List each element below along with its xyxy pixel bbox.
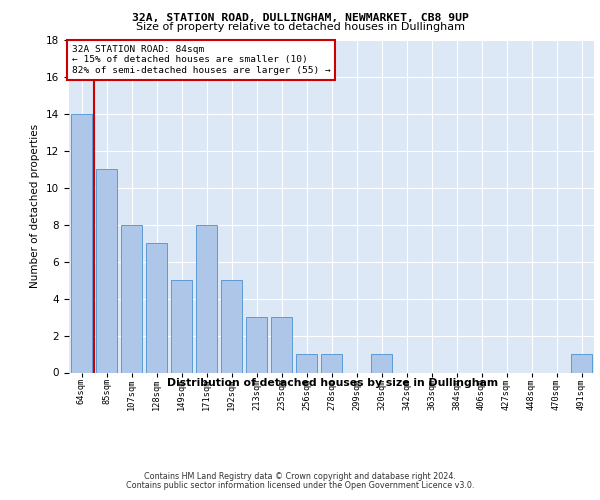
- Text: 32A STATION ROAD: 84sqm
← 15% of detached houses are smaller (10)
82% of semi-de: 32A STATION ROAD: 84sqm ← 15% of detache…: [71, 45, 331, 75]
- Bar: [246, 317, 267, 372]
- Bar: [271, 317, 292, 372]
- Bar: [296, 354, 317, 372]
- Text: Distribution of detached houses by size in Dullingham: Distribution of detached houses by size …: [167, 378, 499, 388]
- Bar: [146, 243, 167, 372]
- Y-axis label: Number of detached properties: Number of detached properties: [31, 124, 40, 288]
- Bar: [321, 354, 342, 372]
- Text: Size of property relative to detached houses in Dullingham: Size of property relative to detached ho…: [136, 22, 464, 32]
- Bar: [371, 354, 392, 372]
- Bar: [571, 354, 592, 372]
- Text: Contains public sector information licensed under the Open Government Licence v3: Contains public sector information licen…: [126, 481, 474, 490]
- Bar: [196, 224, 217, 372]
- Text: 32A, STATION ROAD, DULLINGHAM, NEWMARKET, CB8 9UP: 32A, STATION ROAD, DULLINGHAM, NEWMARKET…: [131, 12, 469, 22]
- Text: Contains HM Land Registry data © Crown copyright and database right 2024.: Contains HM Land Registry data © Crown c…: [144, 472, 456, 481]
- Bar: [221, 280, 242, 372]
- Bar: [71, 114, 92, 372]
- Bar: [121, 224, 142, 372]
- Bar: [171, 280, 192, 372]
- Bar: [96, 170, 117, 372]
